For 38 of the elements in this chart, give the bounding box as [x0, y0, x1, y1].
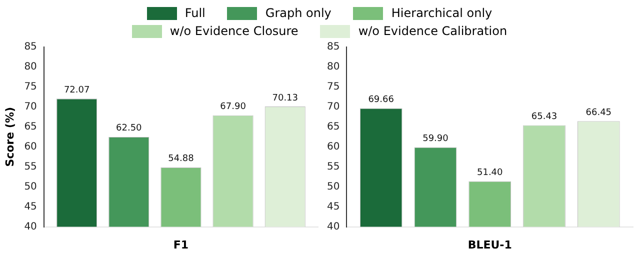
- x-axis-title: F1: [173, 238, 189, 252]
- y-tick-label: 50: [24, 181, 37, 192]
- data-label: 67.90: [220, 102, 246, 112]
- legend-label: w/o Evidence Calibration: [358, 24, 508, 38]
- data-label: 65.43: [531, 112, 558, 122]
- y-tick-label: 60: [326, 141, 340, 152]
- y-tick-label: 55: [24, 161, 37, 172]
- y-tick-label: 40: [24, 221, 37, 232]
- legend-label: w/o Evidence Closure: [170, 24, 298, 38]
- y-tick-label: 50: [326, 181, 340, 192]
- data-label: 54.88: [168, 154, 194, 164]
- data-label: 51.40: [476, 168, 504, 178]
- y-tick-label: 85: [326, 42, 340, 53]
- y-tick-label: 65: [24, 122, 37, 133]
- data-label: 59.90: [422, 134, 449, 144]
- y-tick-label: 80: [326, 62, 340, 73]
- y-tick-label: 65: [326, 122, 340, 133]
- y-tick-label: 70: [24, 102, 37, 113]
- y-tick-label: 85: [24, 42, 37, 53]
- data-label: 62.50: [116, 124, 142, 134]
- y-tick-label: 75: [326, 82, 340, 93]
- data-label: 69.66: [368, 95, 394, 106]
- data-label: 70.13: [272, 93, 298, 104]
- y-tick-label: 45: [326, 201, 340, 212]
- y-axis-title: Score (%): [3, 107, 16, 167]
- y-tick-label: 70: [326, 102, 340, 113]
- y-tick-label: 40: [326, 221, 340, 232]
- y-tick-label: 60: [24, 141, 37, 152]
- y-tick-label: 80: [24, 62, 37, 73]
- y-tick-label: 75: [24, 82, 37, 93]
- legend-label: Graph only: [265, 6, 332, 20]
- data-label: 72.07: [64, 86, 90, 96]
- data-label: 66.45: [586, 108, 612, 118]
- legend-label: Full: [184, 6, 206, 20]
- x-axis-title: BLEU-1: [468, 238, 512, 252]
- y-tick-label: 55: [326, 161, 340, 172]
- y-tick-label: 45: [24, 201, 37, 212]
- legend-label: Hierarchical only: [391, 6, 492, 20]
